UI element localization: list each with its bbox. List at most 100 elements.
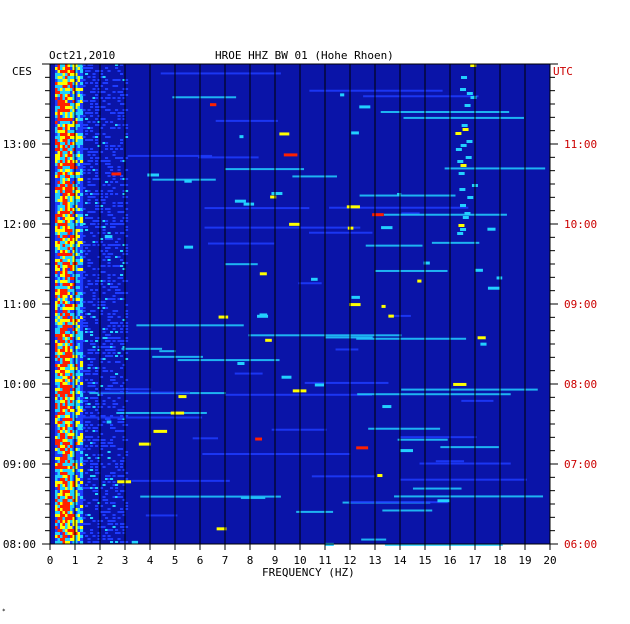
spectrum-cell [102,484,106,486]
spectrum-cell [55,433,59,436]
spectrum-cell [120,460,124,462]
spectrum-cell [75,166,79,169]
spectrum-cell [57,247,61,250]
spectrum-cell [80,529,84,532]
spectrum-cell [55,160,59,163]
spectrum-cell [65,73,69,76]
spectrum-cell [77,244,81,247]
spectrum-cell [90,166,94,168]
spectrum-cell [75,358,79,361]
spectrum-peak [265,338,272,342]
spectrum-cell [57,529,61,532]
spectrum-cell [105,220,109,222]
spectrum-cell [85,190,89,192]
spectrum-cell [77,403,81,406]
spectrum-cell [105,136,109,138]
spectrum-cell [80,445,84,448]
spectrum-cell [70,220,74,223]
spectrum-cell [80,112,84,115]
spectrum-cell [55,304,59,307]
spectrum-cell [65,478,69,481]
spectrum-cell [55,166,59,169]
spectrum-cell [57,409,61,412]
spectrum-cell [55,370,59,373]
spectrum-cell [70,187,74,190]
spectrum-cell [55,109,59,112]
spectrum-cell [67,229,71,232]
spectrum-cell [105,250,109,252]
spectrum-cell [72,337,76,340]
spectrum-cell [80,67,84,70]
spectrum-cell [112,400,116,402]
spectrum-cell [62,118,66,121]
spectrum-cell [82,460,86,462]
noise-streak [375,269,448,272]
spectrum-cell [57,241,61,244]
spectrum-cell [57,301,61,304]
spectrum-cell [70,271,74,274]
spectrum-cell [97,157,101,159]
spectrum-cell [95,190,99,192]
spectrum-cell [115,124,119,126]
spectrum-cell [460,164,467,167]
spectrum-cell [55,262,59,265]
spectrum-cell [72,520,76,523]
spectrum-cell [75,223,79,226]
spectrum-cell [120,265,124,267]
spectrum-cell [125,136,129,138]
spectrum-cell [117,169,121,171]
spectrum-cell [122,280,126,282]
spectrum-cell [62,331,66,334]
spectrum-cell [117,409,121,411]
spectrum-cell [100,511,104,513]
spectrum-cell [75,268,79,271]
spectrum-cell [55,439,59,442]
spectrum-cell [85,202,89,204]
spectrum-cell [70,130,74,133]
spectrum-cell [62,247,66,250]
spectrum-cell [90,379,94,381]
spectrum-cell [57,178,61,181]
spectrum-cell [65,256,69,259]
spectrum-cell [67,238,71,241]
spectrum-cell [75,508,79,511]
spectrum-cell [60,355,64,358]
spectrum-cell [115,310,119,312]
spectrum-cell [60,136,64,139]
spectrum-cell [117,256,121,258]
spectrum-cell [77,451,81,454]
spectrum-cell [95,97,99,99]
spectrum-cell [102,352,106,354]
spectrum-cell [72,220,76,223]
spectrum-cell [60,448,64,451]
spectrum-cell [112,472,116,474]
spectrum-cell [100,454,104,456]
spectrum-cell [67,502,71,505]
spectrum-cell [60,202,64,205]
spectrum-cell [70,262,74,265]
spectrum-cell [90,469,94,471]
spectrum-cell [105,196,109,198]
spectrum-cell [72,130,76,133]
noise-streak [363,95,479,98]
spectrum-cell [55,184,59,187]
spectrum-cell [60,199,64,202]
spectrum-cell [70,181,74,184]
noise-streak [412,487,462,490]
noise-streak [304,381,389,384]
spectrum-cell [65,130,69,133]
spectrum-cell [72,142,76,145]
spectrum-cell [57,283,61,286]
spectrum-cell [120,418,124,420]
spectrum-cell [70,118,74,121]
spectrum-cell [100,211,104,213]
spectrum-cell [92,244,96,246]
spectrum-cell [62,415,66,418]
spectrum-cell [97,244,101,246]
spectrum-cell [62,433,66,436]
spectrum-cell [55,487,59,490]
spectrum-cell [60,346,64,349]
spectrum-cell [65,289,69,292]
spectrum-cell [55,496,59,499]
spectrum-cell [77,382,81,385]
